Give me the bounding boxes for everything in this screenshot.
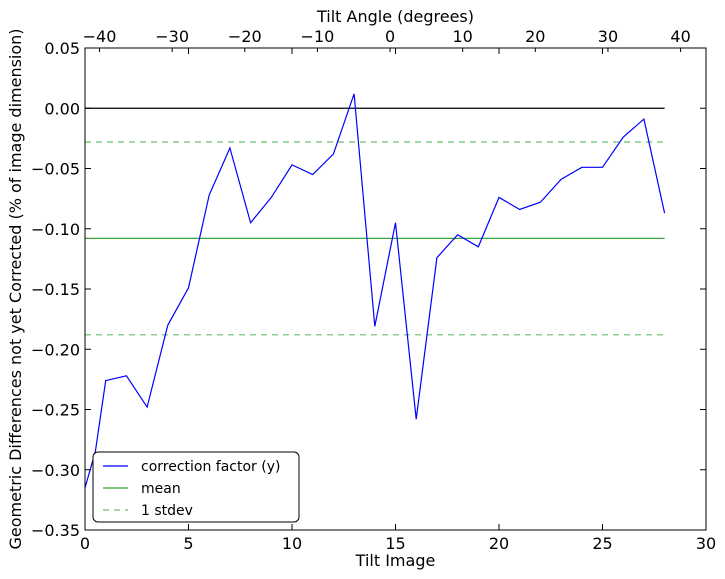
top-tick-label: 40 bbox=[670, 27, 690, 46]
x-tick-label: 15 bbox=[385, 534, 405, 553]
y-tick-label: 0.05 bbox=[44, 39, 80, 58]
legend-label-stdev: 1 stdev bbox=[141, 503, 193, 519]
legend: correction factor (y) mean 1 stdev bbox=[92, 451, 300, 523]
top-tick-label: −30 bbox=[155, 27, 189, 46]
top-tick-label: 30 bbox=[598, 27, 618, 46]
y-axis-title: Geometric Differences not yet Corrected … bbox=[6, 28, 25, 549]
x-tick-label: 0 bbox=[80, 534, 90, 553]
top-tick-label: 10 bbox=[453, 27, 473, 46]
top-tick-label: 20 bbox=[525, 27, 545, 46]
y-tick-label: −0.15 bbox=[31, 280, 80, 299]
y-tick-label: 0.00 bbox=[44, 99, 80, 118]
top-tick-label: −40 bbox=[83, 27, 117, 46]
x-tick-label: 30 bbox=[696, 534, 716, 553]
correction-series-line bbox=[84, 93, 666, 488]
y-tick-label: −0.20 bbox=[31, 340, 80, 359]
y-tick-label: −0.05 bbox=[31, 160, 80, 179]
top-tick-label: −10 bbox=[301, 27, 335, 46]
top-tick-label: −20 bbox=[228, 27, 262, 46]
legend-label-mean: mean bbox=[141, 481, 181, 497]
x-axis-title: Tilt Image bbox=[355, 551, 436, 570]
y-tick-label: −0.25 bbox=[31, 401, 80, 420]
x-tick-label: 5 bbox=[183, 534, 193, 553]
x-tick-label: 10 bbox=[282, 534, 302, 553]
axis-ticks: 0 5 10 15 20 25 30 −40 −30 −20 −10 0 10 20 30 40 0.05 0.0… bbox=[31, 27, 716, 553]
legend-label-correction: correction factor (y) bbox=[141, 459, 280, 475]
x-tick-label: 20 bbox=[489, 534, 509, 553]
legend-box bbox=[92, 451, 300, 523]
top-tick-label: 0 bbox=[385, 27, 395, 46]
y-tick-label: −0.30 bbox=[31, 461, 80, 480]
y-tick-label: −0.10 bbox=[31, 220, 80, 239]
y-tick-label: −0.35 bbox=[31, 521, 80, 540]
top-axis-title: Tilt Angle (degrees) bbox=[316, 7, 474, 26]
x-tick-label: 25 bbox=[592, 534, 612, 553]
plot-area bbox=[84, 93, 666, 488]
